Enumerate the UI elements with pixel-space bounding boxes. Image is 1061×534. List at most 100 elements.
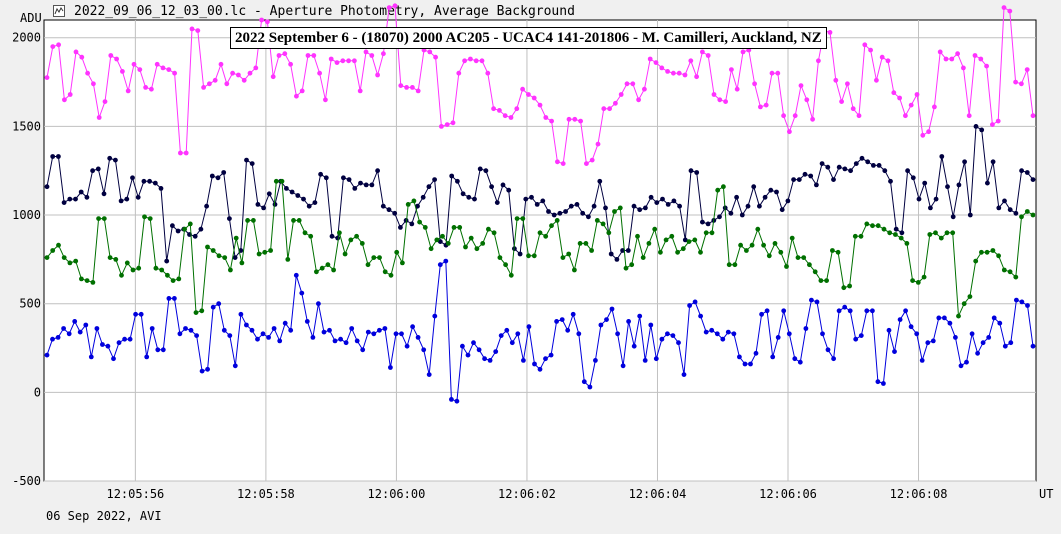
data-point — [635, 233, 640, 239]
data-point — [192, 233, 198, 239]
data-point — [526, 324, 532, 330]
data-point — [814, 182, 819, 188]
data-point — [787, 129, 792, 135]
data-point — [711, 92, 717, 97]
data-point — [637, 313, 643, 319]
data-point — [506, 187, 512, 193]
data-point — [865, 159, 871, 165]
data-point — [739, 212, 745, 218]
data-point — [652, 226, 658, 232]
data-point — [155, 347, 161, 353]
data-point — [572, 267, 577, 273]
data-point — [118, 198, 124, 204]
data-point — [1013, 79, 1018, 85]
data-point — [341, 175, 346, 181]
data-point — [681, 372, 687, 377]
data-point — [207, 81, 212, 87]
data-point — [927, 232, 933, 237]
data-point — [131, 61, 137, 67]
data-point — [375, 168, 380, 174]
data-point — [221, 327, 227, 333]
data-point — [671, 70, 676, 76]
data-point — [291, 218, 296, 223]
data-point — [377, 255, 382, 260]
data-point — [559, 317, 565, 322]
data-point — [687, 303, 692, 308]
data-point — [521, 358, 526, 363]
data-point — [926, 129, 931, 135]
data-point — [288, 327, 294, 333]
data-point — [334, 60, 340, 65]
data-point — [640, 255, 646, 260]
data-point — [454, 398, 460, 404]
data-point — [468, 235, 474, 241]
data-point — [864, 221, 870, 227]
data-point — [692, 299, 698, 305]
data-point — [232, 255, 238, 260]
data-point — [514, 106, 520, 112]
data-point — [595, 141, 601, 147]
data-point — [457, 225, 463, 230]
data-point — [113, 257, 119, 262]
data-point — [744, 248, 749, 253]
data-point — [658, 249, 663, 255]
data-point — [62, 97, 67, 103]
data-point — [218, 61, 224, 67]
data-point — [302, 230, 308, 236]
data-point — [494, 200, 500, 206]
data-point — [549, 118, 554, 124]
data-point — [195, 28, 201, 33]
data-point — [529, 194, 534, 200]
data-point — [734, 194, 739, 200]
data-point — [503, 262, 508, 268]
data-point — [259, 17, 264, 23]
data-point — [293, 272, 299, 278]
data-point — [648, 322, 654, 328]
data-point — [740, 49, 746, 55]
data-point — [380, 203, 386, 209]
data-point — [198, 226, 204, 232]
data-point — [107, 255, 113, 260]
data-point — [910, 175, 916, 181]
data-point — [775, 70, 781, 76]
data-point — [114, 56, 119, 62]
data-point — [786, 331, 792, 337]
data-point — [432, 177, 437, 183]
data-point — [158, 186, 164, 191]
data-point — [276, 53, 282, 58]
data-point — [166, 296, 172, 301]
data-point — [497, 108, 502, 113]
data-point — [920, 132, 926, 138]
data-point — [142, 214, 147, 220]
data-point — [288, 61, 293, 67]
data-point — [874, 77, 879, 83]
data-point — [238, 311, 244, 317]
data-point — [472, 196, 477, 202]
title-bar[interactable]: 2022_09_06_12_03_00.lc - Aperture Photom… — [0, 0, 1061, 22]
data-point — [868, 47, 873, 53]
data-point — [978, 56, 984, 62]
data-point — [845, 81, 850, 87]
data-point — [363, 182, 369, 188]
data-point — [676, 340, 681, 346]
data-point — [647, 56, 653, 62]
data-point — [1024, 209, 1030, 214]
data-point — [266, 191, 272, 197]
y-tick-label: 1000 — [12, 208, 41, 222]
data-point — [227, 333, 233, 338]
data-point — [881, 226, 887, 232]
data-point — [399, 331, 404, 337]
data-point — [814, 299, 820, 305]
data-point — [540, 198, 546, 204]
data-point — [340, 58, 346, 64]
data-point — [398, 225, 403, 230]
light-curve-icon[interactable] — [53, 5, 65, 17]
data-point — [520, 216, 526, 222]
data-point — [216, 301, 222, 307]
data-point — [193, 310, 199, 315]
data-point — [670, 333, 676, 338]
data-point — [130, 267, 136, 273]
data-point — [796, 177, 802, 183]
data-point — [1019, 81, 1024, 87]
